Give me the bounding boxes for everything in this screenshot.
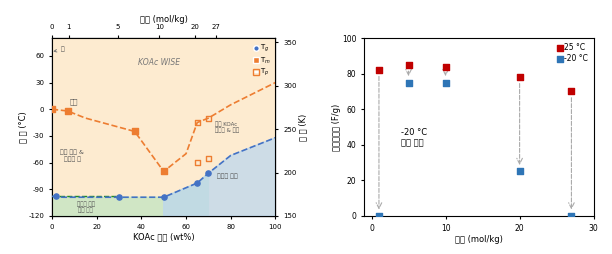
- Point: [192, 181, 202, 185]
- 25 °C: [404, 63, 414, 67]
- Y-axis label: 커패시턴스 (F/g): 커패시턴스 (F/g): [332, 103, 341, 151]
- Point: [204, 156, 214, 160]
- Point: [47, 107, 57, 111]
- X-axis label: KOAc 함량 (wt%): KOAc 함량 (wt%): [133, 232, 195, 241]
- 25 °C: [567, 89, 577, 93]
- Text: 비정형 고체
육각 얼음: 비정형 고체 육각 얼음: [76, 201, 94, 213]
- Text: -20 °C
저온 구동: -20 °C 저온 구동: [401, 128, 427, 147]
- Text: KOAc WISE: KOAc WISE: [138, 58, 181, 68]
- Y-axis label: 온 도 (°C): 온 도 (°C): [18, 111, 27, 143]
- Polygon shape: [52, 173, 209, 216]
- Point: [159, 195, 169, 199]
- Point: [204, 171, 214, 175]
- Point: [192, 161, 202, 165]
- -20 °C: [515, 169, 524, 173]
- -20 °C: [404, 81, 414, 85]
- Point: [192, 121, 202, 125]
- -20 °C: [567, 214, 577, 218]
- 25 °C: [374, 68, 384, 72]
- -20 °C: [441, 81, 450, 85]
- Point: [204, 116, 214, 120]
- Point: [51, 194, 61, 198]
- Text: 불: 불: [54, 47, 65, 52]
- Text: 수화 KOAc
침전물 & 억제: 수화 KOAc 침전물 & 억제: [215, 121, 239, 133]
- Y-axis label: 온 도 (K): 온 도 (K): [298, 113, 307, 141]
- 25 °C: [441, 65, 450, 69]
- Text: 얼음: 얼음: [70, 99, 78, 105]
- X-axis label: 농도 (mol/kg): 농도 (mol/kg): [455, 235, 503, 244]
- Point: [114, 195, 124, 199]
- Point: [159, 169, 169, 173]
- Polygon shape: [164, 138, 275, 216]
- X-axis label: 농도 (mol/kg): 농도 (mol/kg): [140, 15, 188, 24]
- 25 °C: [515, 75, 524, 79]
- -20 °C: [374, 214, 384, 218]
- Text: 육각 얼음 &
과냉각 물: 육각 얼음 & 과냉각 물: [60, 149, 84, 162]
- Legend: T$_g$, T$_m$, T$_p$: T$_g$, T$_m$, T$_p$: [253, 42, 272, 80]
- Text: 비정질 고체: 비정질 고체: [217, 173, 238, 179]
- Legend: 25 °C, -20 °C: 25 °C, -20 °C: [556, 42, 590, 65]
- Point: [130, 129, 140, 134]
- Point: [63, 109, 73, 113]
